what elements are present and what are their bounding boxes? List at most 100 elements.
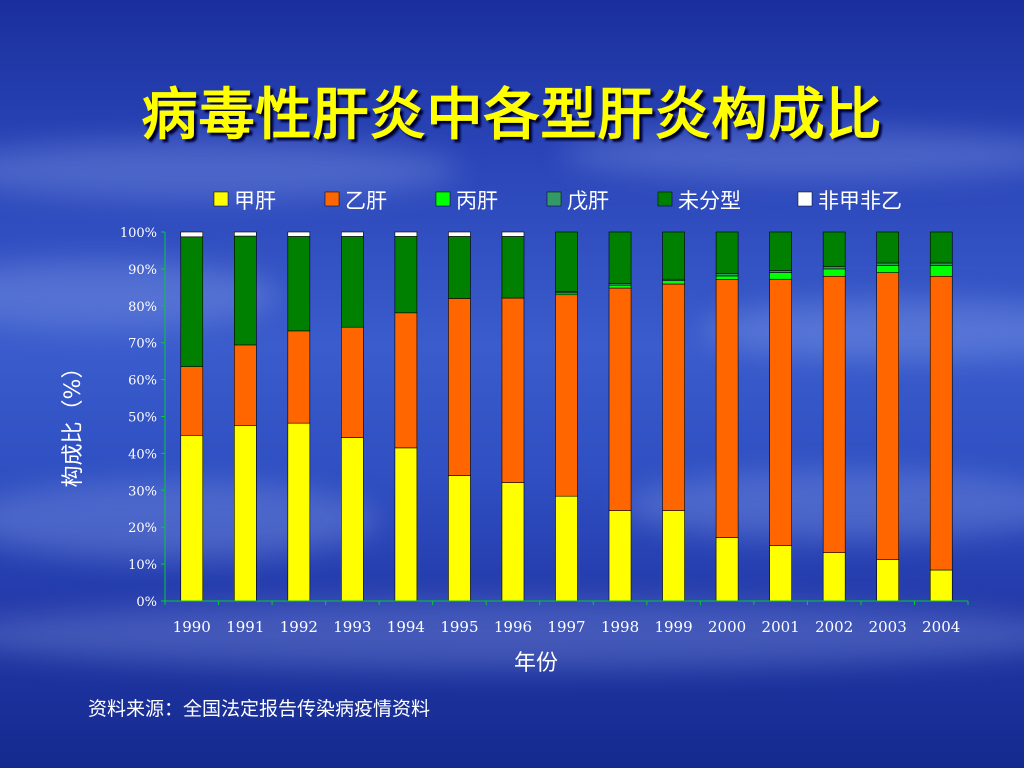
bar-segment-1990-5 [180, 231, 204, 238]
legend-swatch-5 [797, 191, 813, 207]
bar-segment-2003-3 [876, 262, 900, 266]
bar-segment-2004-0 [929, 569, 953, 602]
bar-segment-2002-0 [822, 552, 846, 602]
bar-segment-1997-4 [555, 231, 578, 293]
y-tick-label: 10% [128, 558, 157, 573]
legend-label-5: 非甲非乙 [818, 189, 902, 213]
bar-segment-1992-5 [287, 231, 311, 237]
bar-segment-1996-5 [501, 231, 525, 237]
y-tick-label: 30% [128, 484, 157, 499]
bar-segment-1990-0 [180, 435, 204, 602]
bar-segment-1996-1 [501, 297, 525, 483]
legend-label-0: 甲肝 [234, 189, 276, 213]
bar-segment-2003-2 [876, 265, 900, 273]
bar-segment-2000-3 [715, 273, 739, 277]
bar-segment-1998-2 [608, 284, 632, 289]
bar-segment-2004-4 [929, 231, 953, 264]
x-tick-label: 2003 [869, 618, 907, 636]
bars-group [180, 231, 953, 602]
bar-segment-2002-4 [822, 231, 846, 267]
legend-swatch-2 [435, 191, 451, 207]
x-tick-label: 1994 [387, 618, 425, 636]
legend-label-2: 丙肝 [456, 189, 498, 213]
bar-segment-1997-0 [555, 495, 578, 602]
bar-segment-2004-2 [929, 265, 953, 277]
x-tick-label: 1996 [494, 618, 532, 636]
bar-segment-1995-5 [448, 231, 471, 237]
bar-segment-2000-0 [715, 537, 739, 602]
bar-segment-1998-0 [608, 510, 632, 602]
legend-label-4: 未分型 [678, 189, 741, 213]
bar-segment-1993-4 [341, 236, 364, 328]
bar-segment-1998-4 [608, 231, 632, 284]
bar-segment-2001-4 [769, 231, 792, 271]
legend-swatch-1 [324, 191, 340, 207]
legend-label-3: 戊肝 [567, 189, 609, 213]
bar-segment-2001-0 [769, 545, 792, 602]
bar-segment-2000-1 [715, 279, 739, 538]
bar-segment-1996-4 [501, 236, 525, 299]
bar-segment-2003-0 [876, 559, 900, 602]
bar-segment-2000-2 [715, 275, 739, 280]
bar-segment-1994-1 [394, 312, 418, 449]
bar-segment-1991-0 [234, 425, 257, 602]
y-tick-label: 20% [128, 521, 157, 536]
bar-segment-1990-4 [180, 236, 204, 367]
bar-segment-1992-1 [287, 330, 311, 424]
slide-title: 病毒性肝炎中各型肝炎构成比 [141, 83, 883, 148]
x-tick-label: 1995 [440, 618, 478, 636]
bar-segment-1993-5 [341, 231, 364, 237]
bar-segment-1994-0 [394, 447, 418, 602]
x-axis: 1990 1991 1992 1993 1994 1995 1996 1997 1998 1999… [164, 600, 969, 636]
bar-segment-2001-3 [769, 270, 792, 273]
y-tick-label: 60% [128, 374, 157, 389]
y-tick-label: 80% [128, 300, 157, 315]
bar-segment-1994-4 [394, 236, 418, 314]
y-tick-label: 90% [128, 263, 157, 278]
y-tick-label: 0% [136, 595, 157, 610]
bar-segment-2004-3 [929, 262, 953, 266]
bar-segment-1998-1 [608, 287, 632, 511]
bar-segment-1993-1 [341, 326, 364, 438]
bar-segment-2002-1 [822, 275, 846, 553]
bar-segment-1996-0 [501, 482, 525, 602]
bar-segment-2001-2 [769, 272, 792, 280]
bar-segment-1999-4 [662, 231, 685, 280]
bar-segment-1995-4 [448, 236, 471, 299]
bar-segment-2004-1 [929, 275, 953, 571]
bar-segment-2001-1 [769, 278, 792, 546]
x-tick-label: 2000 [708, 618, 746, 636]
x-tick-label: 1999 [654, 618, 692, 636]
legend-swatch-0 [213, 191, 229, 207]
bar-segment-1999-2 [662, 280, 685, 285]
legend-label-1: 乙肝 [345, 189, 387, 213]
bar-segment-1999-1 [662, 283, 685, 511]
bar-segment-1994-5 [394, 231, 418, 237]
x-tick-label: 2002 [815, 618, 853, 636]
bar-segment-2002-2 [822, 268, 846, 277]
y-tick-label: 100% [120, 226, 157, 241]
y-axis: 0% 10% 20% 30% 40% 50% 60% 70% 80% 90% 100% [120, 226, 166, 610]
y-tick-label: 70% [128, 337, 157, 352]
source-note: 资料来源：全国法定报告传染病疫情资料 [88, 698, 431, 720]
bar-segment-2003-4 [876, 231, 900, 264]
bar-segment-1995-0 [448, 475, 471, 602]
bar-segment-1993-0 [341, 437, 364, 602]
x-tick-label: 1990 [173, 618, 211, 636]
bar-segment-1995-1 [448, 298, 471, 476]
legend-swatch-3 [546, 191, 562, 207]
x-tick-label: 1993 [333, 618, 371, 636]
bar-segment-2003-1 [876, 272, 900, 560]
chart-legend: 甲肝 乙肝 丙肝 戊肝 未分型 非甲非乙 [213, 189, 902, 213]
bar-segment-1992-0 [287, 422, 311, 602]
x-tick-label: 2004 [922, 618, 960, 636]
x-tick-label: 1992 [280, 618, 318, 636]
y-tick-label: 50% [128, 411, 157, 426]
bar-segment-1991-5 [234, 231, 257, 237]
bar-segment-1997-1 [555, 294, 578, 497]
y-tick-label: 40% [128, 447, 157, 462]
bar-segment-1990-1 [180, 366, 204, 436]
legend-swatch-4 [657, 191, 673, 207]
x-tick-label: 1997 [547, 618, 585, 636]
